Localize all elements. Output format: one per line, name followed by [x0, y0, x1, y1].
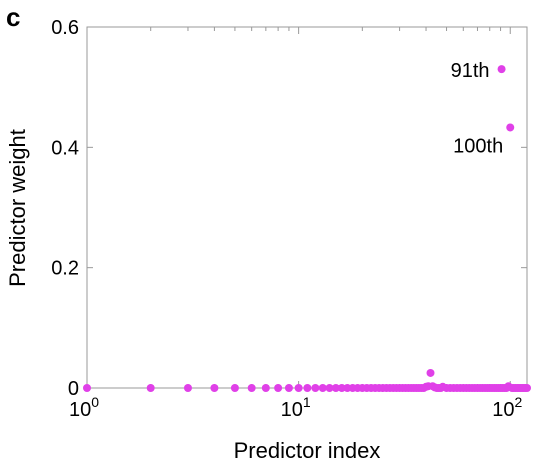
data-point: [318, 384, 327, 392]
data-point: [261, 384, 270, 392]
data-points: [83, 65, 531, 392]
y-tick-label: 0.2: [51, 258, 79, 280]
data-point: [311, 384, 320, 392]
data-point: [210, 384, 219, 392]
data-point: [183, 384, 192, 392]
data-point: [294, 384, 303, 392]
x-axis-label: Predictor index: [234, 438, 381, 463]
data-point: [284, 384, 293, 392]
y-tick-label: 0.4: [51, 137, 79, 159]
data-point: [497, 65, 506, 74]
data-point: [523, 384, 531, 392]
data-point: [426, 368, 435, 377]
x-tick-label: 100: [69, 394, 99, 421]
data-point: [506, 123, 515, 132]
data-point: [274, 384, 283, 392]
y-axis-label: Predictor weight: [5, 129, 30, 287]
axis-ticks: 0 0.2 0.4 0.6 100 101 102: [51, 17, 527, 421]
data-point: [146, 384, 155, 392]
annotations: 91th 100th: [451, 60, 504, 157]
data-point: [83, 384, 91, 392]
x-tick-label: 101: [281, 394, 311, 421]
point-annotation: 100th: [453, 135, 503, 157]
data-point: [247, 384, 256, 392]
data-point: [331, 384, 340, 392]
y-tick-label: 0: [68, 378, 79, 400]
x-tick-label: 102: [492, 394, 522, 421]
data-point: [303, 384, 312, 392]
data-point: [325, 384, 334, 392]
point-annotation: 91th: [451, 60, 490, 82]
y-tick-label: 0.6: [51, 17, 79, 39]
data-point: [337, 384, 346, 392]
data-point: [230, 384, 239, 392]
panel-label: c: [6, 2, 21, 32]
